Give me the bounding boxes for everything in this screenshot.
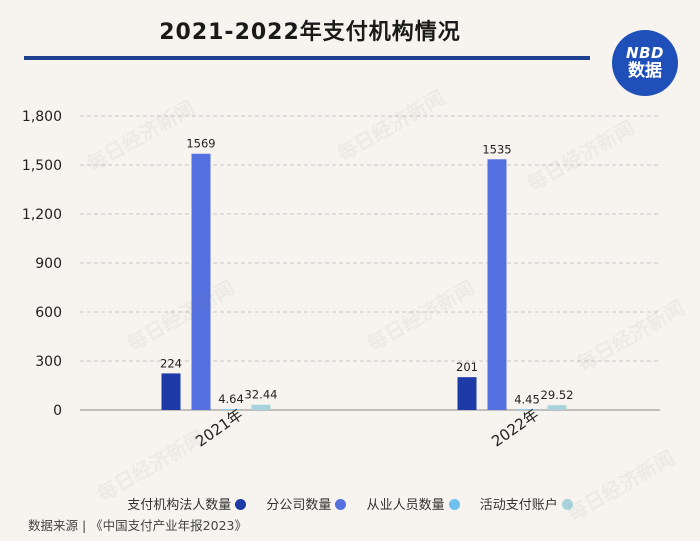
y-tick-label: 1,200 [22, 207, 62, 223]
bar [221, 409, 241, 410]
legend-item-branches: 分公司数量 [266, 494, 347, 513]
data-label: 1569 [186, 137, 215, 151]
bar [191, 153, 211, 411]
data-label: 1535 [482, 142, 511, 156]
bar [161, 373, 181, 410]
bar [487, 159, 507, 410]
y-tick-label: 0 [53, 403, 62, 419]
bar-chart: 0 300 600 900 1,200 1,500 1,800 224 1569 4.64 32.4… [22, 109, 660, 451]
legend-swatch [448, 499, 460, 510]
x-tick-label: 2022年 [488, 405, 542, 450]
title-underline [24, 56, 590, 60]
bar [457, 377, 477, 410]
legend-label: 从业人员数量 [366, 498, 445, 513]
bar [251, 404, 271, 410]
y-tick-label: 1,800 [22, 109, 62, 125]
nbd-logo: NBD 数据 [612, 30, 678, 96]
data-label: 224 [160, 356, 182, 370]
y-tick-label: 900 [35, 256, 62, 272]
legend-swatch [235, 499, 247, 510]
legend-label: 支付机构法人数量 [127, 498, 232, 513]
y-tick-label: 1,500 [22, 158, 62, 174]
legend-item-active-accounts: 活动支付账户 [480, 494, 573, 513]
data-source: 数据来源 | 《中国支付产业年报2023》 [28, 518, 247, 533]
y-tick-label: 300 [35, 354, 62, 370]
chart-title: 2021-2022年支付机构情况 [159, 20, 461, 45]
legend-label: 分公司数量 [266, 498, 332, 513]
bar [517, 409, 537, 410]
y-tick-label: 600 [35, 305, 62, 321]
data-label: 4.45 [514, 392, 540, 406]
logo-text-nbd: NBD [626, 44, 664, 62]
legend-item-employees: 从业人员数量 [367, 494, 460, 513]
legend-label: 活动支付账户 [479, 498, 558, 513]
chart-legend: 支付机构法人数量 分公司数量 从业人员数量 活动支付账户 [0, 494, 700, 513]
data-label: 4.64 [218, 392, 244, 406]
bar [547, 405, 567, 410]
data-label: 201 [456, 360, 478, 374]
legend-swatch [561, 499, 573, 510]
logo-text-data: 数据 [628, 61, 662, 81]
legend-swatch [335, 499, 347, 510]
data-label: 32.44 [245, 388, 278, 402]
data-label: 29.52 [541, 388, 574, 402]
legend-item-legal-entities: 支付机构法人数量 [127, 494, 247, 513]
